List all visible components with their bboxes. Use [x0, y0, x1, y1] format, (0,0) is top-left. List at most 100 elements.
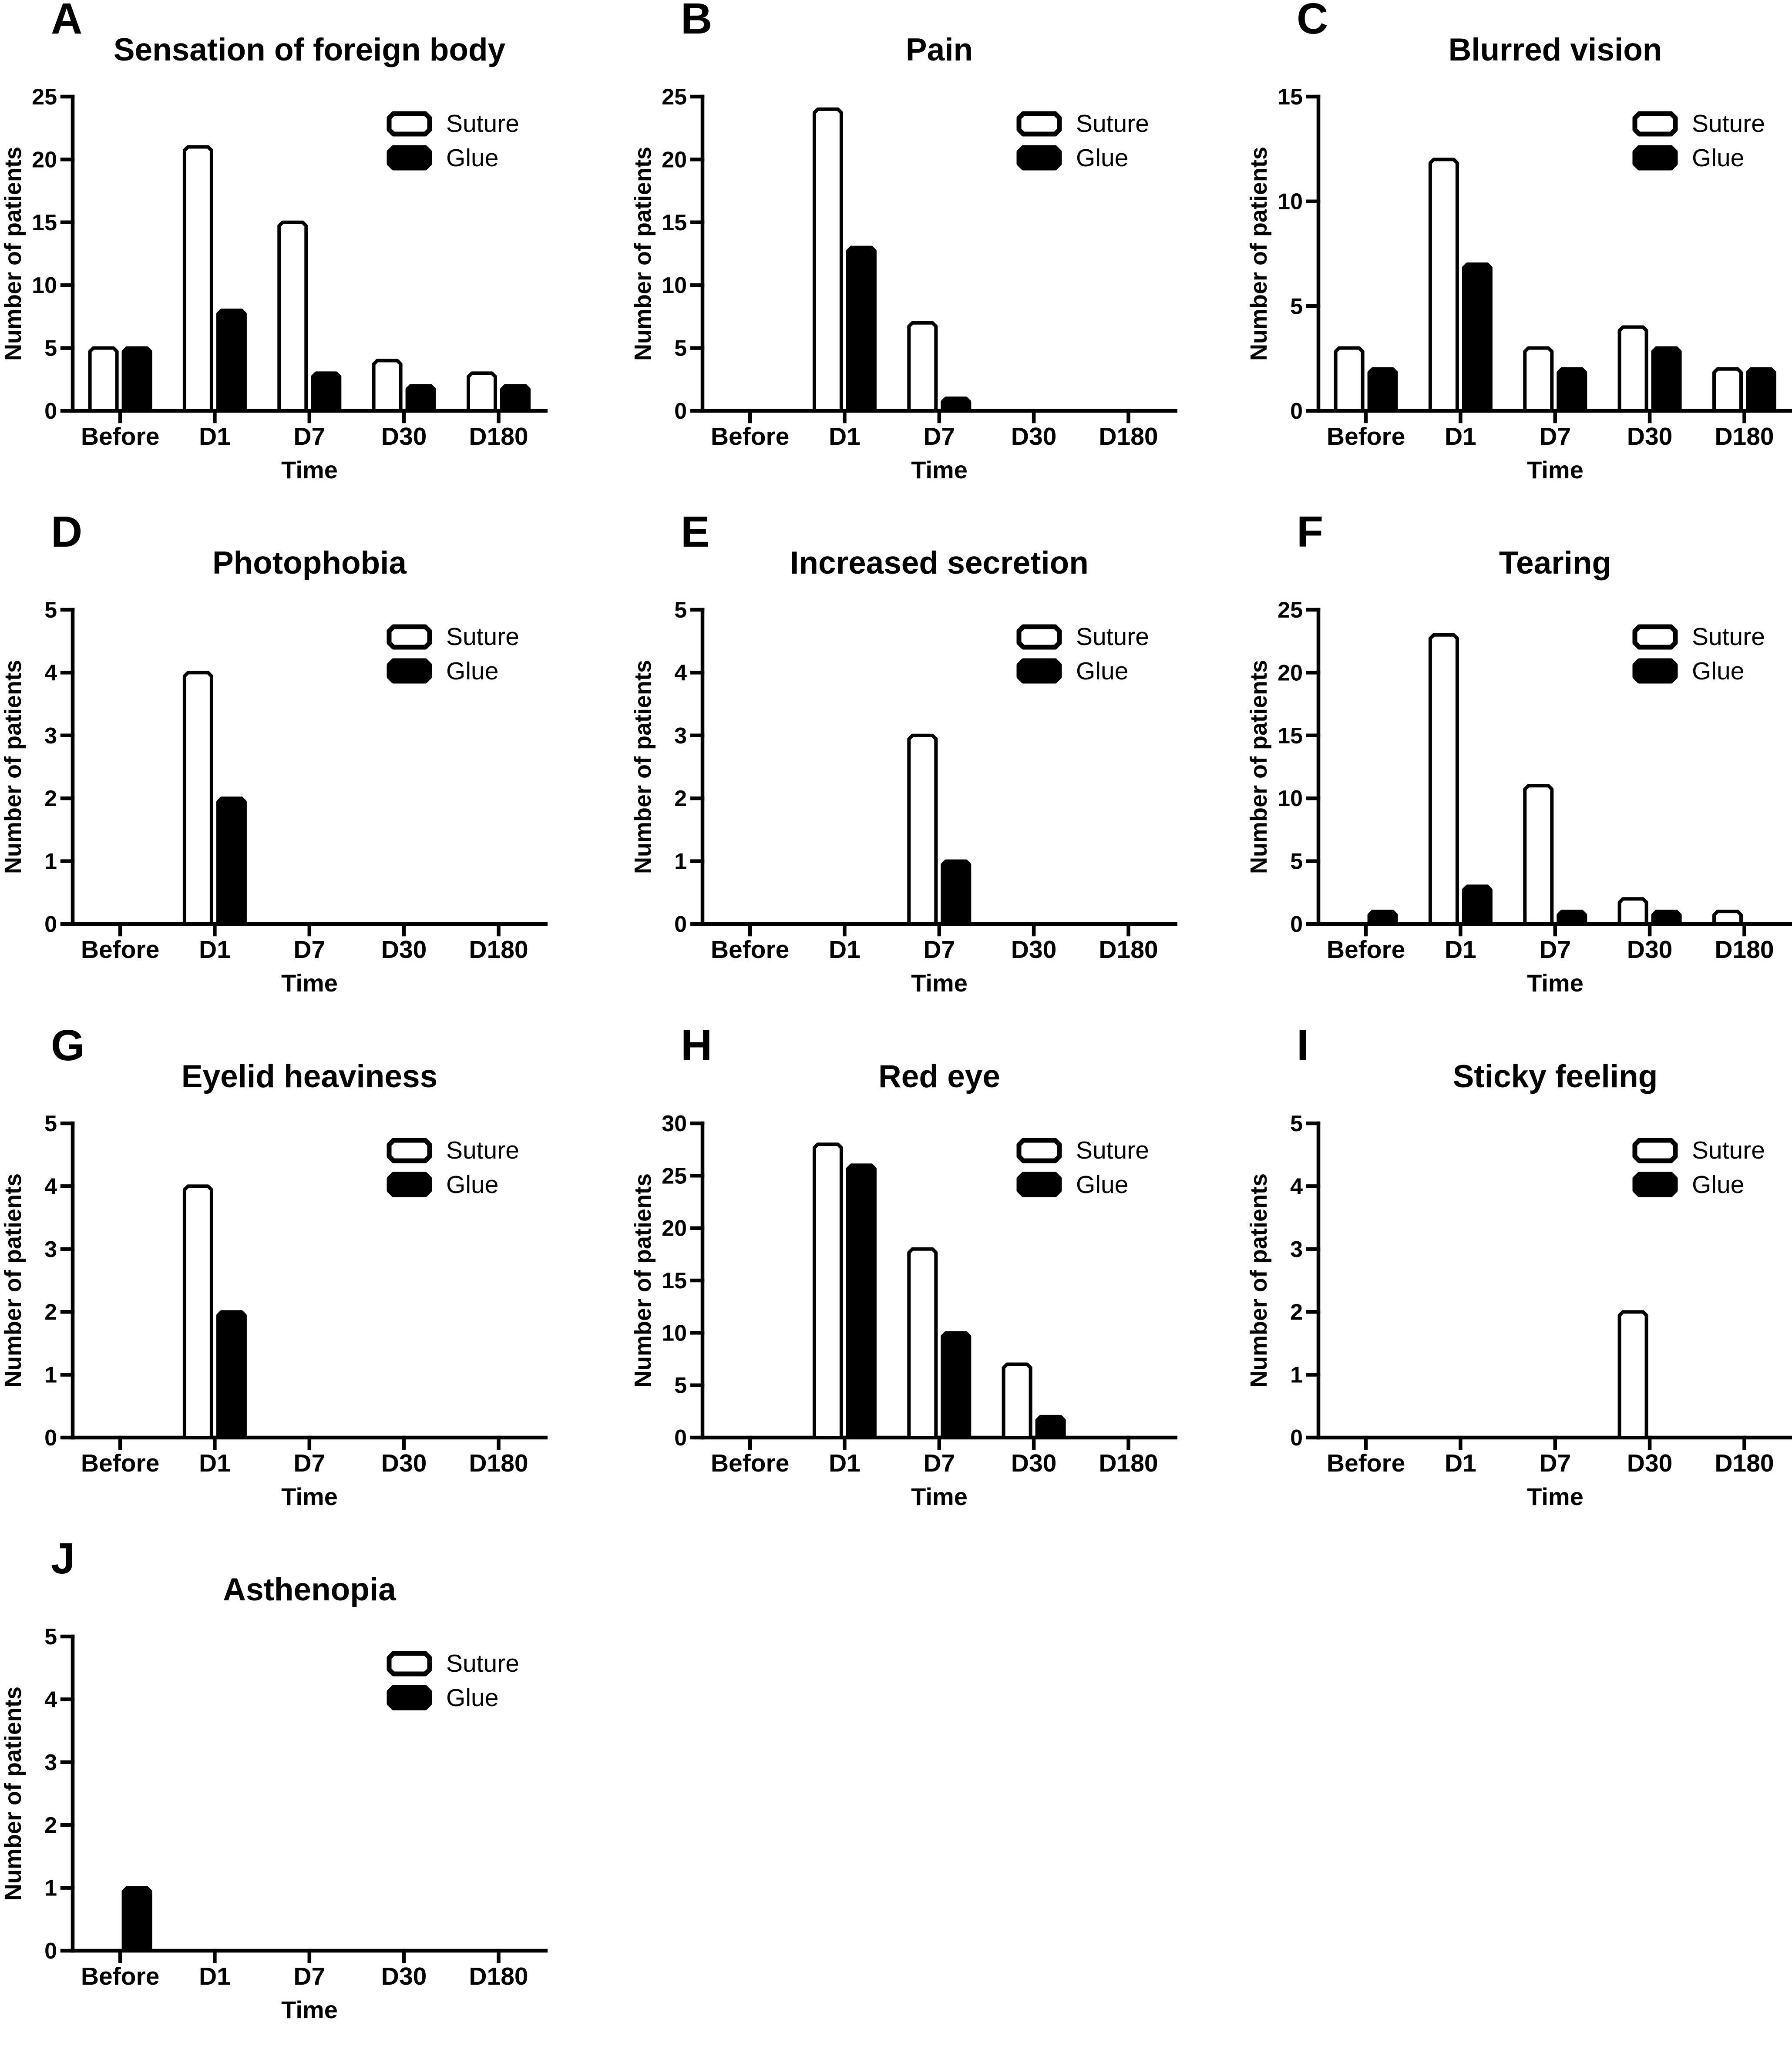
svg-text:Suture: Suture	[1076, 110, 1149, 138]
svg-text:D1: D1	[199, 936, 231, 964]
svg-text:Glue: Glue	[1076, 657, 1128, 685]
svg-text:15: 15	[1278, 723, 1303, 749]
svg-text:D30: D30	[1011, 423, 1057, 450]
svg-text:3: 3	[44, 1237, 57, 1262]
svg-text:30: 30	[662, 1111, 687, 1136]
svg-text:Before: Before	[1326, 423, 1405, 450]
svg-text:5: 5	[674, 598, 687, 623]
svg-text:2: 2	[44, 1813, 57, 1838]
svg-text:Sensation of foreign body: Sensation of foreign body	[114, 32, 506, 67]
svg-text:Number of patients: Number of patients	[630, 1173, 656, 1387]
svg-text:Before: Before	[1326, 936, 1405, 964]
svg-text:D180: D180	[1715, 423, 1774, 450]
svg-text:A: A	[51, 0, 82, 43]
svg-text:D180: D180	[469, 936, 528, 964]
svg-text:E: E	[681, 507, 710, 556]
svg-text:D1: D1	[829, 936, 861, 964]
svg-text:Suture: Suture	[446, 110, 519, 138]
svg-text:Pain: Pain	[906, 32, 973, 67]
svg-text:3: 3	[674, 723, 687, 749]
svg-text:25: 25	[1278, 598, 1303, 623]
svg-text:5: 5	[44, 336, 57, 361]
svg-text:Number of patients: Number of patients	[0, 1173, 26, 1387]
svg-text:20: 20	[662, 1216, 687, 1241]
svg-text:1: 1	[44, 1362, 57, 1388]
svg-text:5: 5	[44, 1111, 57, 1136]
svg-text:5: 5	[44, 1624, 57, 1650]
svg-text:Sticky feeling: Sticky feeling	[1452, 1059, 1658, 1094]
svg-text:5: 5	[674, 336, 687, 361]
svg-text:Number of patients: Number of patients	[1246, 660, 1272, 874]
svg-text:D1: D1	[199, 1449, 231, 1477]
svg-text:Suture: Suture	[446, 623, 519, 651]
svg-text:1: 1	[44, 849, 57, 874]
svg-text:Suture: Suture	[1076, 623, 1149, 651]
svg-text:D7: D7	[924, 936, 955, 964]
svg-text:D: D	[51, 507, 82, 556]
svg-text:D1: D1	[1445, 423, 1476, 450]
svg-text:Red eye: Red eye	[878, 1059, 1000, 1094]
svg-text:D180: D180	[469, 1449, 528, 1477]
svg-text:25: 25	[662, 1163, 687, 1189]
svg-text:Number of patients: Number of patients	[0, 147, 26, 361]
svg-text:F: F	[1297, 507, 1323, 556]
svg-text:Before: Before	[711, 1449, 790, 1477]
svg-text:4: 4	[44, 1174, 57, 1199]
svg-text:10: 10	[1278, 786, 1303, 811]
svg-text:Eyelid heaviness: Eyelid heaviness	[182, 1059, 437, 1094]
svg-text:Suture: Suture	[446, 1650, 519, 1677]
svg-text:5: 5	[44, 598, 57, 623]
svg-text:D1: D1	[1445, 936, 1476, 964]
svg-text:D30: D30	[381, 1449, 427, 1477]
svg-text:3: 3	[44, 723, 57, 749]
svg-text:1: 1	[44, 1875, 57, 1901]
svg-text:D7: D7	[293, 1449, 325, 1477]
svg-text:Time: Time	[1527, 1483, 1584, 1510]
svg-text:I: I	[1297, 1021, 1309, 1070]
svg-text:Photophobia: Photophobia	[212, 545, 407, 581]
svg-text:4: 4	[674, 661, 687, 686]
svg-text:20: 20	[1278, 661, 1303, 686]
svg-text:2: 2	[44, 786, 57, 811]
svg-text:3: 3	[1290, 1237, 1303, 1262]
svg-text:Glue: Glue	[446, 144, 498, 172]
svg-text:Number of patients: Number of patients	[630, 660, 656, 874]
svg-text:Tearing: Tearing	[1499, 545, 1611, 581]
svg-text:Number of patients: Number of patients	[0, 1687, 26, 1901]
svg-text:D30: D30	[381, 1962, 427, 1990]
svg-text:Glue: Glue	[1692, 1171, 1744, 1199]
svg-text:Glue: Glue	[446, 1171, 498, 1199]
svg-text:C: C	[1297, 0, 1328, 43]
svg-text:15: 15	[662, 1268, 687, 1294]
svg-text:0: 0	[1290, 912, 1303, 937]
svg-text:Time: Time	[281, 1996, 338, 2023]
svg-text:D180: D180	[1099, 423, 1158, 450]
svg-text:10: 10	[662, 1321, 687, 1346]
svg-text:0: 0	[1290, 1425, 1303, 1451]
svg-text:20: 20	[662, 147, 687, 172]
svg-text:Number of patients: Number of patients	[630, 147, 656, 361]
svg-text:Time: Time	[1527, 456, 1584, 484]
svg-text:0: 0	[44, 912, 57, 937]
svg-text:D180: D180	[1715, 936, 1774, 964]
svg-text:D30: D30	[381, 936, 427, 964]
svg-text:Time: Time	[911, 969, 968, 997]
svg-text:Time: Time	[281, 969, 338, 997]
svg-text:Asthenopia: Asthenopia	[223, 1572, 397, 1607]
svg-text:Blurred vision: Blurred vision	[1448, 32, 1662, 67]
svg-text:Glue: Glue	[1076, 144, 1128, 172]
svg-text:Glue: Glue	[1692, 144, 1744, 172]
svg-text:Number of patients: Number of patients	[0, 660, 26, 874]
svg-text:Before: Before	[1326, 1449, 1405, 1477]
svg-text:4: 4	[44, 661, 57, 686]
svg-text:Time: Time	[281, 1483, 338, 1510]
svg-text:D1: D1	[199, 423, 231, 450]
svg-text:Suture: Suture	[1692, 1136, 1765, 1164]
svg-text:Number of patients: Number of patients	[1246, 147, 1272, 361]
svg-text:0: 0	[44, 1939, 57, 1964]
svg-text:H: H	[681, 1021, 712, 1070]
svg-text:D180: D180	[1099, 1449, 1158, 1477]
svg-text:25: 25	[32, 84, 57, 110]
svg-text:D30: D30	[1627, 423, 1672, 450]
svg-text:D1: D1	[829, 1449, 861, 1477]
